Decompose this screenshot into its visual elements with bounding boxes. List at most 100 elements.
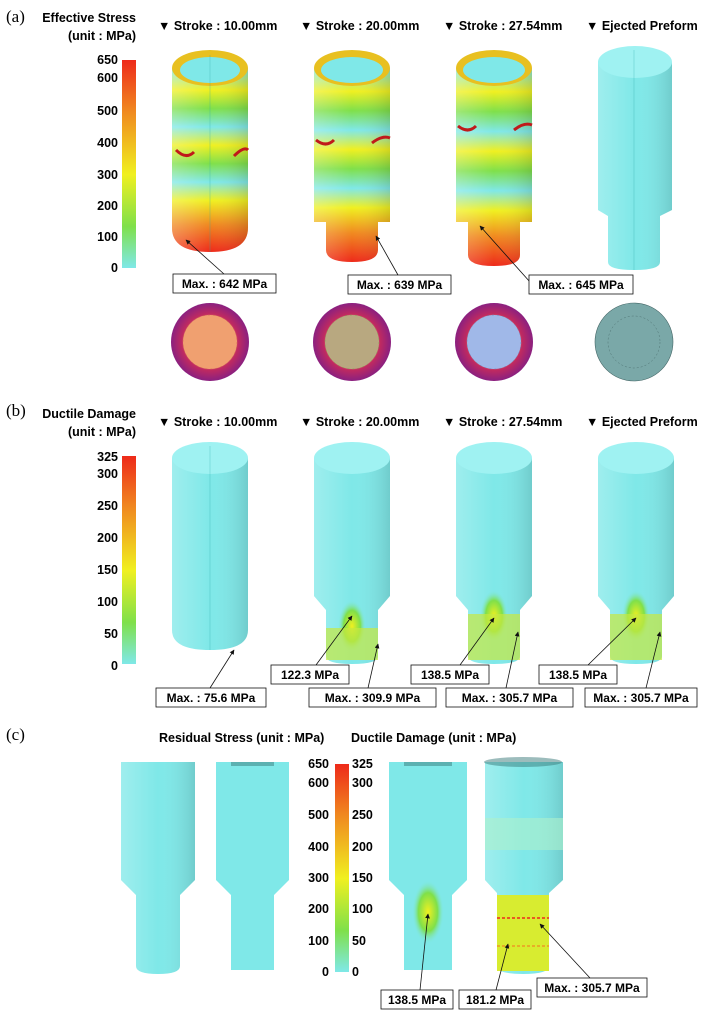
- panel-a-callout-3: Max. : 645 MPa: [479, 225, 634, 295]
- panel-a-tick: 0: [111, 261, 118, 275]
- panel-c-right-tick: 325: [352, 757, 373, 771]
- panel-a-tick: 650: [97, 53, 118, 67]
- panel-b-callout-max-1-text: Max. : 75.6 MPa: [167, 691, 256, 705]
- panel-b-callout-4a: 138.5 MPa: [538, 617, 637, 685]
- panel-c-left-tick: 400: [308, 840, 329, 854]
- panel-a-section-1: [171, 303, 249, 381]
- panel-a-preform-3: [456, 50, 533, 266]
- panel-b-tick: 200: [97, 531, 118, 545]
- panel-c-scale-left-ticks: 650 600 500 400 300 200 100 0: [308, 757, 329, 979]
- panel-b-scale-ticks: 325 300 250 200 150 100 50 0: [97, 450, 118, 673]
- panel-b-tick: 50: [104, 627, 118, 641]
- panel-c-right-tick: 100: [352, 902, 373, 916]
- panel-b-title-line1: Ductile Damage: [42, 407, 136, 421]
- panel-b-preform-1: [172, 442, 248, 650]
- panel-c-left-tick: 600: [308, 776, 329, 790]
- panel-b-header-3: ▼ Stroke : 27.54mm: [443, 415, 562, 429]
- panel-c-right-tick: 200: [352, 840, 373, 854]
- panel-b-callout-3b: Max. : 305.7 MPa: [445, 631, 574, 708]
- panel-a-preform-1: [172, 50, 250, 252]
- panel-c-callout-1-text: 138.5 MPa: [388, 993, 446, 1007]
- panel-b-preform-4: [598, 442, 674, 664]
- panel-a-tick: 200: [97, 199, 118, 213]
- panel-c-right-tick: 250: [352, 808, 373, 822]
- panel-a-label: (a): [6, 7, 25, 26]
- panel-b-tick: 0: [111, 659, 118, 673]
- panel-c-title-left: Residual Stress (unit : MPa): [159, 731, 324, 745]
- panel-b-callout-2a: 122.3 MPa: [270, 615, 353, 685]
- panel-b-callout-4b-text: Max. : 305.7 MPa: [593, 691, 689, 705]
- panel-b-title-line2: (unit : MPa): [68, 425, 136, 439]
- panel-a-preform-2: [314, 50, 391, 262]
- panel-a-tick: 500: [97, 104, 118, 118]
- panel-a-callout-1-text: Max. : 642 MPa: [182, 277, 268, 291]
- panel-a-header-4: ▼ Ejected Preform: [586, 19, 698, 33]
- panel-b-callout-2b-text: Max. : 309.9 MPa: [325, 691, 421, 705]
- panel-a-header-2: ▼ Stroke : 20.00mm: [300, 19, 419, 33]
- panel-a-callout-2-text: Max. : 639 MPa: [357, 278, 443, 292]
- panel-c-title-right: Ductile Damage (unit : MPa): [351, 731, 516, 745]
- panel-c-right-tick: 150: [352, 871, 373, 885]
- panel-b-tick: 100: [97, 595, 118, 609]
- panel-a-column-headers: ▼ Stroke : 10.00mm ▼ Stroke : 20.00mm ▼ …: [158, 19, 698, 33]
- panel-a-callout-2: Max. : 639 MPa: [347, 235, 452, 295]
- panel-b-column-headers: ▼ Stroke : 10.00mm ▼ Stroke : 20.00mm ▼ …: [158, 415, 698, 429]
- panel-a-header-3: ▼ Stroke : 27.54mm: [443, 19, 562, 33]
- panel-c-callout-3: Max. : 305.7 MPa: [536, 923, 648, 998]
- panel-c-callout-2-text: 181.2 MPa: [466, 993, 524, 1007]
- panel-c-left-tick: 200: [308, 902, 329, 916]
- panel-c-right-tick: 0: [352, 965, 359, 979]
- panel-c-residual-preform-2: [216, 762, 289, 970]
- panel-b-label: (b): [6, 401, 26, 420]
- panel-c-damage-preform-1: [389, 762, 467, 970]
- panel-b-color-scale: [122, 456, 136, 664]
- panel-a-callout-1: Max. : 642 MPa: [172, 239, 277, 294]
- panel-a-color-scale: [122, 60, 136, 268]
- panel-c-callout-1: 138.5 MPa: [380, 913, 454, 1010]
- panel-c-residual-preform-1: [121, 762, 195, 974]
- panel-c-right-tick: 300: [352, 776, 373, 790]
- panel-c-label: (c): [6, 725, 25, 744]
- panel-a-tick: 300: [97, 168, 118, 182]
- panel-b-callout-3a: 138.5 MPa: [410, 617, 495, 685]
- panel-a-preform-4: [598, 46, 672, 270]
- panel-a-section-4: [594, 302, 674, 382]
- panel-a-tick: 400: [97, 136, 118, 150]
- panel-a-title-line1: Effective Stress: [42, 11, 136, 25]
- panel-b-tick: 150: [97, 563, 118, 577]
- panel-a-tick: 600: [97, 71, 118, 85]
- panel-b-callout-max-1: Max. : 75.6 MPa: [155, 649, 267, 708]
- panel-c-left-tick: 100: [308, 934, 329, 948]
- panel-a-tick: 100: [97, 230, 118, 244]
- panel-b-tick: 300: [97, 467, 118, 481]
- panel-b-header-1: ▼ Stroke : 10.00mm: [158, 415, 277, 429]
- panel-a-callout-3-text: Max. : 645 MPa: [538, 278, 624, 292]
- panel-b-preform-2: [314, 442, 390, 664]
- panel-c-left-tick: 300: [308, 871, 329, 885]
- panel-b-callout-4b: Max. : 305.7 MPa: [584, 631, 698, 708]
- panel-c-callout-2: 181.2 MPa: [458, 943, 532, 1010]
- panel-b-callout-4a-text: 138.5 MPa: [549, 668, 607, 682]
- panel-b-callout-3a-text: 138.5 MPa: [421, 668, 479, 682]
- panel-b-preform-3: [456, 442, 532, 664]
- panel-b-callout-2b: Max. : 309.9 MPa: [308, 643, 437, 708]
- panel-a-title-line2: (unit : MPa): [68, 29, 136, 43]
- panel-a-header-1: ▼ Stroke : 10.00mm: [158, 19, 277, 33]
- panel-c-right-tick: 50: [352, 934, 366, 948]
- panel-c-scale-right-ticks: 325 300 250 200 150 100 50 0: [352, 757, 373, 979]
- panel-b-callout-3b-text: Max. : 305.7 MPa: [462, 691, 558, 705]
- panel-a-section-3: [455, 303, 533, 381]
- panel-c-left-tick: 0: [322, 965, 329, 979]
- panel-c-left-tick: 650: [308, 757, 329, 771]
- panel-b-callout-2a-text: 122.3 MPa: [281, 668, 339, 682]
- panel-c-callout-3-text: Max. : 305.7 MPa: [544, 981, 640, 995]
- panel-b-header-2: ▼ Stroke : 20.00mm: [300, 415, 419, 429]
- panel-c-color-scale: [335, 764, 349, 972]
- panel-b-tick: 325: [97, 450, 118, 464]
- panel-b-tick: 250: [97, 499, 118, 513]
- panel-a-section-2: [313, 303, 391, 381]
- panel-b-header-4: ▼ Ejected Preform: [586, 415, 698, 429]
- panel-c-left-tick: 500: [308, 808, 329, 822]
- panel-a-scale-ticks: 650 600 500 400 300 200 100 0: [97, 53, 118, 275]
